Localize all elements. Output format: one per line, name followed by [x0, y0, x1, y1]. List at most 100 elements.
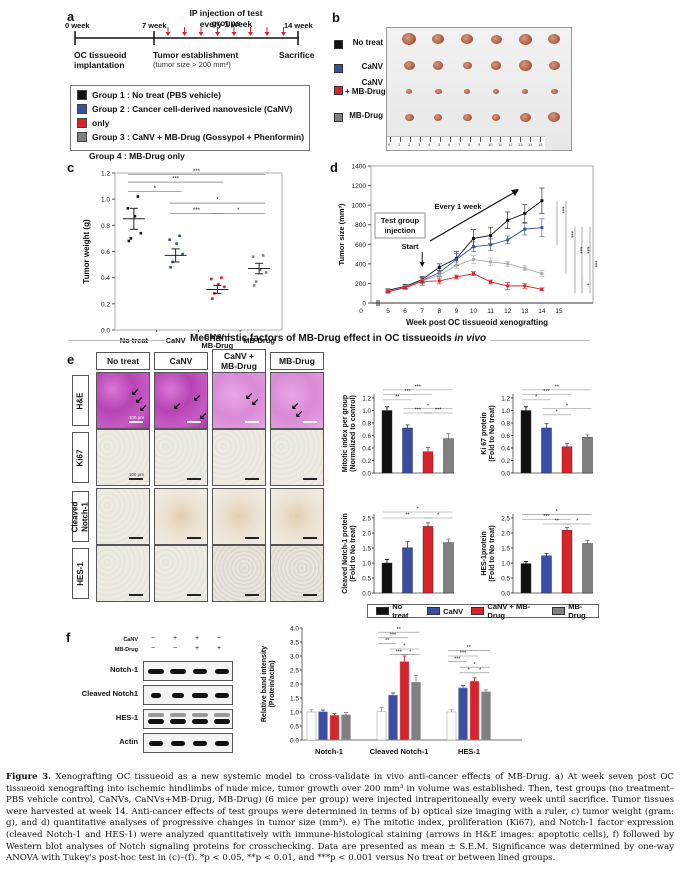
ruler-tick-label: 15: [538, 142, 543, 147]
figure-caption: Figure 3. Xenografting OC tissueoid as a…: [6, 772, 674, 865]
column-header-box: CaNV: [154, 352, 208, 370]
scale-bar: [245, 421, 259, 423]
x-tick-label: 10: [470, 308, 478, 315]
injection-arrow-head: [248, 32, 253, 36]
scale-bar: [187, 478, 201, 480]
legend-swatch: [471, 607, 485, 615]
significance-label: **: [467, 645, 472, 651]
blot-label: Notch-1: [110, 665, 138, 674]
bar: [381, 562, 393, 594]
data-point: [489, 243, 493, 247]
data-point: [175, 242, 178, 245]
tumor-sample: [402, 33, 416, 45]
data-point: [437, 265, 441, 269]
significance-label: *: [427, 403, 430, 409]
week7-label: 7 week: [142, 21, 167, 30]
y-tick-label: 2.5: [362, 515, 371, 522]
ruler: 0 1 2 3 4 5 6 7 8 9 10 11 12 13 14 15: [387, 136, 545, 150]
week0-label: 0 week: [65, 21, 90, 30]
y-tick-label: 0.0: [501, 470, 510, 477]
y-tick-label: 1000: [352, 203, 367, 210]
photo-legend-swatch: [334, 40, 343, 49]
significance-label: *: [473, 662, 476, 668]
y-axis-label: HES-1protein: [481, 531, 488, 575]
injection-arrow-head: [182, 32, 187, 36]
scale-bar: [245, 594, 259, 596]
ruler-tick-label: 11: [498, 142, 503, 147]
x-tick-label: 5: [386, 308, 390, 315]
injection-box-line2: injection: [385, 226, 416, 235]
treatment-label: CaNV: [123, 637, 138, 643]
week14-label: 14 week: [284, 21, 313, 30]
group-legend: Group 1 : No treat (PBS vehicle) Group 2 …: [70, 85, 310, 151]
significance-label: ***: [558, 207, 564, 215]
y-axis-label: (Fold to No treat): [350, 525, 357, 581]
bar: [481, 691, 491, 741]
significance-label: ***: [435, 408, 442, 414]
treatment-label: MB-Drug: [114, 647, 138, 653]
data-point: [489, 260, 493, 264]
x-tick-label: 12: [504, 308, 512, 315]
legend-label: CaNV + MB-Drug: [487, 602, 531, 620]
legend-swatch: [376, 607, 390, 615]
legend-swatch: [77, 104, 87, 114]
column-header-label: No treat: [106, 356, 140, 366]
protein-band-upper: [148, 713, 164, 717]
ruler-tick: [390, 137, 391, 142]
protein-band: [170, 669, 186, 674]
start-arrow-head: [419, 262, 425, 267]
ruler-tick-label: 8: [468, 142, 471, 147]
tumor-sample: [548, 60, 560, 70]
significance-label: ***: [576, 247, 582, 255]
legend-swatch: [551, 607, 566, 615]
ruler-tick-label: 9: [478, 142, 481, 147]
ihc-image-tile: [212, 488, 266, 545]
y-tick-label: 0.0: [362, 590, 371, 597]
y-tick-label: 0.4: [501, 445, 510, 452]
treatment-mark: −: [217, 635, 222, 642]
data-point: [540, 226, 544, 230]
ruler-tick-label: 13: [518, 142, 523, 147]
bar: [402, 547, 413, 594]
significance-label: ***: [415, 408, 422, 414]
scale-bar: [187, 537, 201, 539]
ruler-tick-label: 4: [428, 142, 431, 147]
stage-implantation-line1: OC tissueoid: [74, 50, 127, 60]
apoptotic-arrow-icon: ↙: [135, 395, 144, 406]
legend-label: only: [92, 118, 110, 128]
tumor-sample: [462, 61, 472, 70]
timeline-axis: [74, 27, 299, 45]
series-line: [387, 200, 543, 291]
y-axis-label: Tumor size (mm³): [337, 203, 346, 265]
ruler-tick-label: 1: [398, 142, 401, 147]
column-header-box: No treat: [96, 352, 150, 370]
y-tick-label: 1.5: [501, 545, 510, 552]
mitotic-index-chart: 0.0 0.2 0.4 0.6 0.8 1.0 1.2 Mitotic index per g…: [342, 385, 454, 477]
tumor-sample: [462, 113, 472, 122]
data-point: [251, 255, 255, 259]
blot-box: [143, 709, 233, 729]
every-week-arrow-head: [511, 189, 519, 196]
x-category-label: Cleaved Notch-1: [370, 747, 429, 756]
x-tick-label: 6: [403, 308, 407, 315]
significance-label: ***: [390, 633, 397, 639]
ruler-tick: [450, 137, 451, 142]
injection-box-line1: Test group: [381, 216, 420, 225]
y-axis-label: (Fold to No treat): [489, 405, 496, 461]
apoptotic-arrow-icon: ↙: [193, 393, 202, 404]
significance-label: **: [405, 513, 410, 519]
photo-legend-swatch: [334, 64, 343, 73]
tumor-sample: [464, 89, 470, 95]
significance-label: ***: [583, 247, 589, 255]
protein-band: [192, 719, 208, 724]
series-line: [387, 258, 543, 292]
row-header-label: HES-1: [75, 561, 85, 586]
ruler-tick-label: 3: [418, 142, 421, 147]
significance-label: ***: [415, 385, 422, 391]
tumor-sample: [404, 113, 414, 122]
row-header-label: Ki67: [75, 449, 85, 466]
significance-label: *: [417, 507, 420, 513]
data-point: [223, 285, 226, 289]
treatment-mark: +: [173, 635, 178, 642]
x-tick-label: 14: [538, 308, 546, 315]
